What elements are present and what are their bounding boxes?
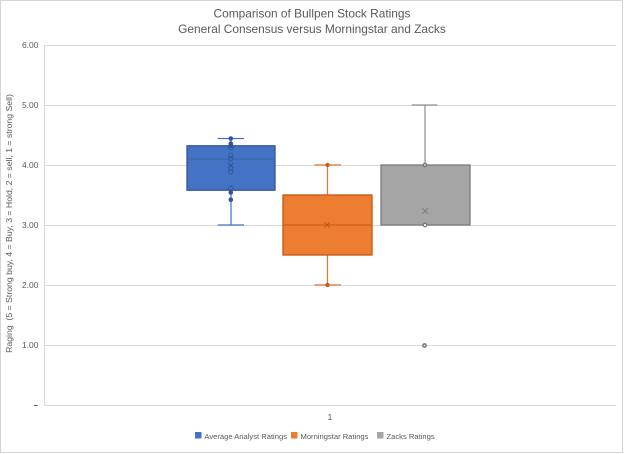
svg-text:1.00: 1.00 [22, 340, 39, 350]
svg-text:6.00: 6.00 [22, 40, 39, 50]
svg-text:4.00: 4.00 [22, 160, 39, 170]
svg-text:Raging (5 = Strong buy, 4 = B: Raging (5 = Strong buy, 4 = Buy, 3 = Hol… [4, 94, 14, 353]
svg-text:Comparison of Bullpen Stock Ra: Comparison of Bullpen Stock Ratings [214, 7, 411, 21]
svg-text:Average Analyst Ratings: Average Analyst Ratings [204, 432, 287, 441]
svg-text:2.00: 2.00 [22, 280, 39, 290]
svg-text:General Consensus versus Morni: General Consensus versus Morningstar and… [178, 22, 446, 36]
svg-text:Morningstar Ratings: Morningstar Ratings [301, 432, 369, 441]
svg-text:1: 1 [328, 412, 333, 422]
svg-text:3.00: 3.00 [22, 220, 39, 230]
svg-text:Zacks Ratings: Zacks Ratings [387, 432, 435, 441]
svg-text:5.00: 5.00 [22, 100, 39, 110]
